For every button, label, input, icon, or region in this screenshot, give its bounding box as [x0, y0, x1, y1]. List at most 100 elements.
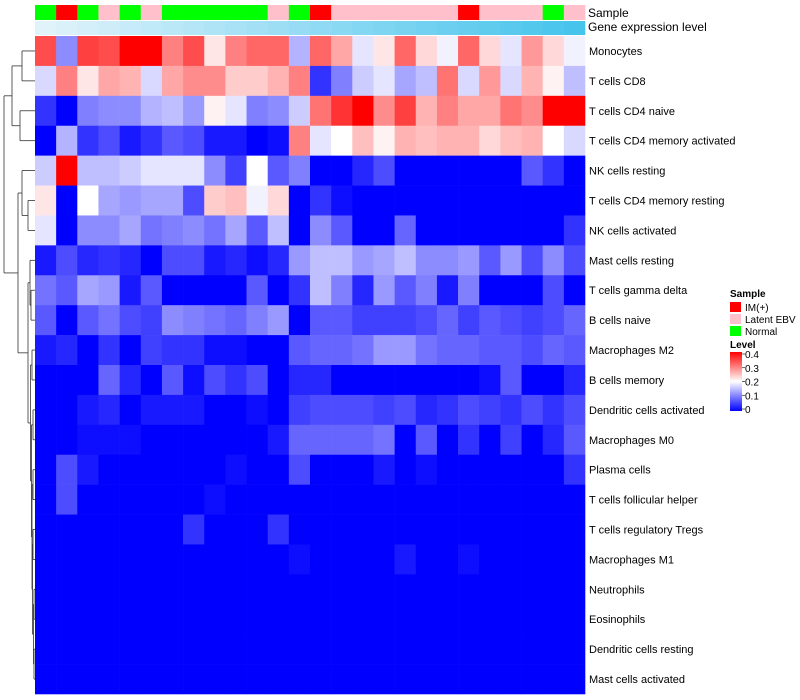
heatmap-cell	[521, 215, 543, 246]
heatmap-cell	[204, 514, 226, 545]
heatmap-cell	[77, 275, 99, 306]
heatmap-cell	[331, 454, 353, 485]
heatmap-cell	[394, 664, 417, 695]
heatmap-cell	[267, 95, 290, 127]
heatmap-cell	[373, 305, 395, 336]
heatmap-cell	[288, 484, 311, 515]
heatmap-cell	[458, 634, 480, 665]
expression-annotation-cell	[288, 21, 311, 35]
heatmap-cell	[204, 185, 226, 216]
heatmap-cell	[246, 275, 268, 306]
heatmap-cell	[56, 335, 78, 366]
heatmap-cell	[310, 544, 332, 575]
heatmap-cell	[35, 185, 57, 216]
heatmap-cell	[415, 65, 438, 97]
heatmap-cell	[310, 335, 332, 366]
heatmap-cell	[500, 544, 522, 575]
heatmap-cell	[415, 95, 438, 127]
heatmap-cell	[225, 454, 247, 485]
heatmap-cell	[331, 365, 353, 396]
heatmap-cell	[35, 544, 57, 575]
heatmap-cell	[56, 36, 78, 67]
heatmap-cell	[458, 245, 480, 276]
heatmap-cell	[140, 574, 163, 605]
heatmap-cell	[373, 335, 395, 366]
heatmap-cell	[204, 484, 226, 515]
heatmap-cell	[204, 394, 226, 426]
heatmap-cell	[140, 484, 163, 515]
heatmap-cell	[77, 185, 99, 216]
heatmap-cell	[542, 634, 565, 665]
sample-annotation-cell	[542, 5, 565, 20]
heatmap-cell	[521, 65, 543, 97]
heatmap-cell	[98, 335, 120, 366]
heatmap-cell	[246, 664, 268, 695]
heatmap-cell	[500, 514, 522, 545]
heatmap-cell	[119, 365, 142, 396]
heatmap-cell	[204, 574, 226, 605]
heatmap-cell	[500, 394, 522, 426]
heatmap-cell	[246, 544, 268, 575]
heatmap-cell	[415, 275, 438, 306]
heatmap-cell	[394, 95, 417, 127]
heatmap-cell	[35, 454, 57, 485]
heatmap-cell	[310, 305, 332, 336]
heatmap-cell	[331, 335, 353, 366]
heatmap-cell	[479, 36, 501, 67]
heatmap-cell	[140, 634, 163, 665]
heatmap-cell	[394, 394, 417, 426]
heatmap-cell	[500, 125, 522, 156]
heatmap-cell	[98, 65, 120, 97]
heatmap-cell	[267, 365, 290, 396]
heatmap-cell	[225, 95, 247, 127]
heatmap-cell	[521, 664, 543, 695]
heatmap-cell	[288, 335, 311, 366]
heatmap-cell	[77, 305, 99, 336]
heatmap-cell	[331, 65, 353, 97]
row-label: Neutrophils	[589, 584, 645, 596]
heatmap-cell	[161, 484, 184, 515]
heatmap-cell	[436, 634, 459, 665]
heatmap-cell	[35, 215, 57, 246]
row-label: T cells regulatory Tregs	[589, 525, 704, 537]
heatmap-cell	[77, 664, 99, 695]
heatmap-cell	[563, 245, 586, 276]
heatmap-cell	[288, 215, 311, 246]
heatmap-cell	[415, 574, 438, 605]
heatmap-cell	[246, 335, 268, 366]
heatmap-cell	[479, 275, 501, 306]
heatmap-cell	[183, 454, 205, 485]
heatmap-cell	[352, 155, 374, 186]
heatmap-cell	[458, 155, 480, 186]
heatmap-cell	[521, 155, 543, 186]
heatmap-cell	[140, 424, 163, 456]
heatmap-cell	[458, 65, 480, 97]
heatmap-cell	[521, 394, 543, 426]
heatmap-cell	[415, 185, 438, 216]
heatmap-cell	[563, 36, 586, 67]
expression-annotation-title: Gene expression level	[588, 20, 707, 34]
heatmap-cell	[352, 664, 374, 695]
heatmap-cell	[288, 574, 311, 605]
heatmap-cell	[373, 215, 395, 246]
heatmap-cell	[119, 335, 142, 366]
heatmap-cell	[542, 245, 565, 276]
heatmap-cell	[458, 514, 480, 545]
heatmap-cell	[458, 604, 480, 635]
heatmap-cell	[394, 335, 417, 366]
sample-annotation-cell	[436, 5, 459, 20]
heatmap-cell	[98, 215, 120, 246]
heatmap-cell	[458, 125, 480, 156]
heatmap-cell	[77, 155, 99, 186]
heatmap-cell	[98, 245, 120, 276]
heatmap-cell	[225, 245, 247, 276]
heatmap-cell	[521, 514, 543, 545]
heatmap-cell	[415, 424, 438, 456]
heatmap-cell	[563, 125, 586, 156]
heatmap-cell	[35, 514, 57, 545]
heatmap-cell	[35, 604, 57, 635]
heatmap-cell	[56, 185, 78, 216]
heatmap-cell	[500, 664, 522, 695]
heatmap-cell	[267, 125, 290, 156]
heatmap-cell	[161, 95, 184, 127]
